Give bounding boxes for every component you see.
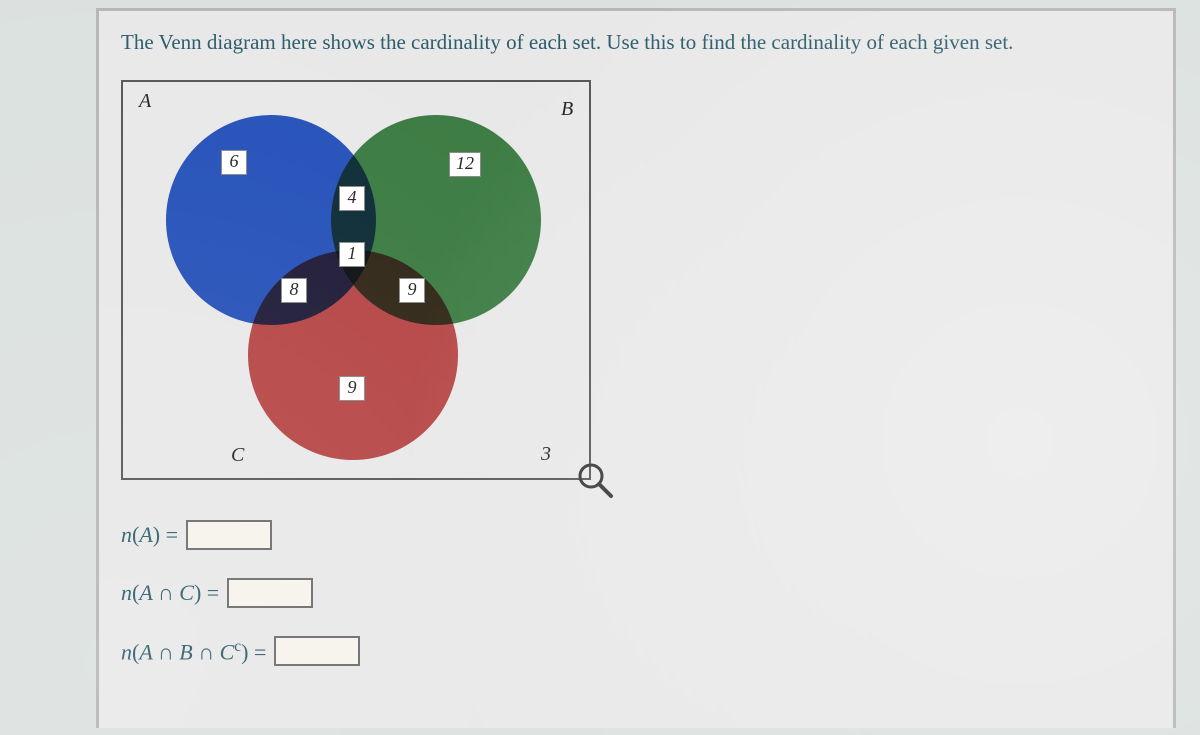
answer-input-1[interactable] — [186, 520, 272, 550]
value-b-only: 12 — [449, 152, 481, 177]
value-outside: 3 — [541, 443, 551, 466]
circle-c — [248, 250, 458, 460]
value-ac-only: 8 — [281, 278, 307, 303]
value-abc: 1 — [339, 242, 365, 267]
question-2: n(A ∩ C) = — [121, 578, 1151, 608]
problem-panel: The Venn diagram here shows the cardinal… — [96, 8, 1176, 728]
answer-input-3[interactable] — [274, 636, 360, 666]
venn-svg — [121, 80, 591, 480]
label-b: B — [561, 98, 573, 121]
label-a: A — [139, 90, 151, 113]
value-ab-only: 4 — [339, 186, 365, 211]
prompt-text: The Venn diagram here shows the cardinal… — [121, 29, 1151, 56]
questions-block: n(A) = n(A ∩ C) = n(A ∩ B ∩ Cc) = — [121, 520, 1151, 666]
fn-n: n — [121, 522, 132, 547]
answer-input-2[interactable] — [227, 578, 313, 608]
value-bc-only: 9 — [399, 278, 425, 303]
value-a-only: 6 — [221, 150, 247, 175]
venn-container: A B C 6 12 4 1 8 9 9 3 — [121, 80, 591, 480]
zoom-icon[interactable] — [573, 458, 617, 502]
question-1: n(A) = — [121, 520, 1151, 550]
question-3: n(A ∩ B ∩ Cc) = — [121, 636, 1151, 666]
value-c-only: 9 — [339, 376, 365, 401]
label-c: C — [231, 444, 244, 467]
